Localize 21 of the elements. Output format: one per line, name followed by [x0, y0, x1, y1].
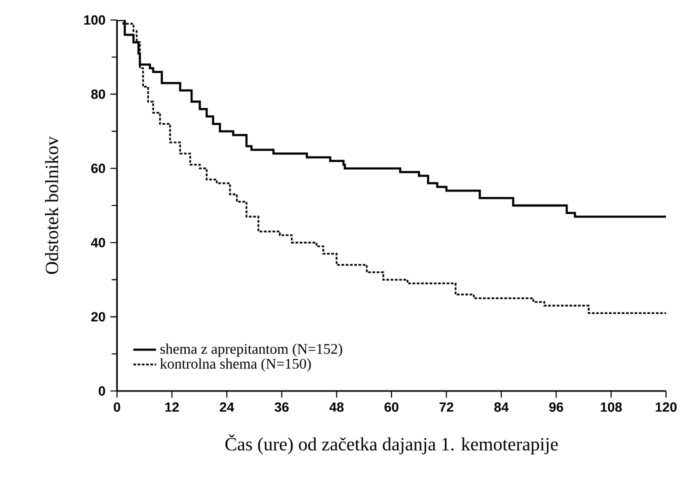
y-axis-title: Odstotek bolnikov: [45, 136, 58, 274]
y-tick-label: 60: [91, 164, 106, 174]
y-tick-label: 80: [91, 89, 106, 99]
x-tick-label: 120: [656, 402, 677, 412]
x-tick-label: 12: [165, 402, 179, 412]
y-tick-label: 100: [84, 15, 106, 25]
legend-label: shema z aprepitantom (N=152): [160, 344, 342, 357]
x-tick-label: 72: [440, 402, 454, 412]
y-tick-label: 0: [98, 386, 106, 396]
x-tick-label: 48: [329, 402, 344, 412]
x-tick-label: 108: [600, 402, 622, 412]
legend-label: kontrolna shema (N=150): [160, 358, 311, 372]
x-tick-label: 60: [384, 402, 398, 412]
x-axis-title: Čas (ure) od začetka dajanja 1. kemoterapije: [225, 434, 558, 454]
y-tick-label: 40: [91, 238, 106, 248]
x-tick-label: 84: [494, 402, 509, 412]
x-tick-label: 24: [220, 402, 234, 412]
x-tick-label: 0: [114, 402, 120, 412]
x-tick-label: 36: [274, 402, 289, 412]
y-tick-label: 20: [91, 312, 106, 322]
x-tick-label: 96: [549, 402, 564, 412]
